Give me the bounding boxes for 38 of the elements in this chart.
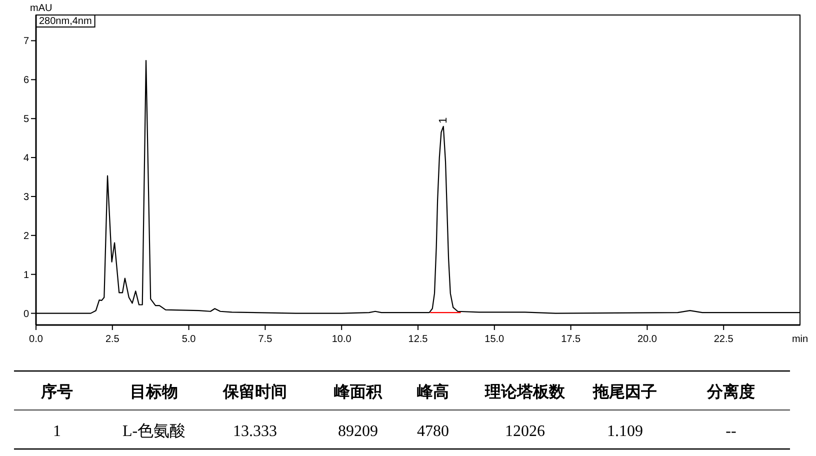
y-axis-title: mAU (30, 3, 52, 14)
x-tick-label: 12.5 (408, 334, 428, 345)
y-tick-label: 7 (23, 36, 30, 48)
y-tick-label: 4 (23, 153, 30, 164)
text: 分离度 (706, 382, 755, 401)
y-tick-label: 6 (23, 75, 30, 86)
x-tick-label: 22.5 (714, 334, 734, 345)
x-tick-label: 7.5 (258, 334, 273, 345)
text: -- (726, 423, 736, 440)
text: 89209 (338, 423, 378, 440)
text: 拖尾因子 (592, 383, 657, 401)
y-tick-label: 0 (23, 308, 30, 320)
text: 保留时间 (222, 383, 287, 401)
text: 4780 (417, 423, 449, 440)
text: 12026 (505, 423, 545, 440)
x-axis-title: min (792, 334, 808, 345)
text: 目标物 (130, 383, 178, 401)
text: 13.333 (233, 423, 277, 440)
annotation: 1 (437, 117, 450, 124)
y-tick-label: 2 (23, 230, 30, 242)
y-tick-label: 5 (23, 114, 30, 126)
text: 理论塔板数 (484, 383, 566, 401)
x-tick-label: 5.0 (182, 334, 196, 345)
text: 1 (53, 423, 61, 440)
annotation: 280nm,4nm (39, 16, 92, 27)
text: 峰高 (417, 382, 449, 401)
x-tick-label: 17.5 (561, 334, 581, 345)
text: 序号 (40, 382, 73, 401)
text: 1.109 (607, 423, 643, 440)
x-tick-label: 15.0 (484, 334, 505, 345)
text: L-色氨酸 (122, 422, 186, 440)
x-tick-label: 0.0 (29, 334, 44, 345)
y-tick-label: 1 (23, 270, 30, 281)
x-tick-label: 20.0 (637, 334, 658, 345)
x-tick-label: 2.5 (105, 334, 120, 345)
x-tick-label: 10.0 (332, 334, 352, 345)
y-tick-label: 3 (23, 192, 30, 203)
text: 峰面积 (334, 383, 383, 401)
